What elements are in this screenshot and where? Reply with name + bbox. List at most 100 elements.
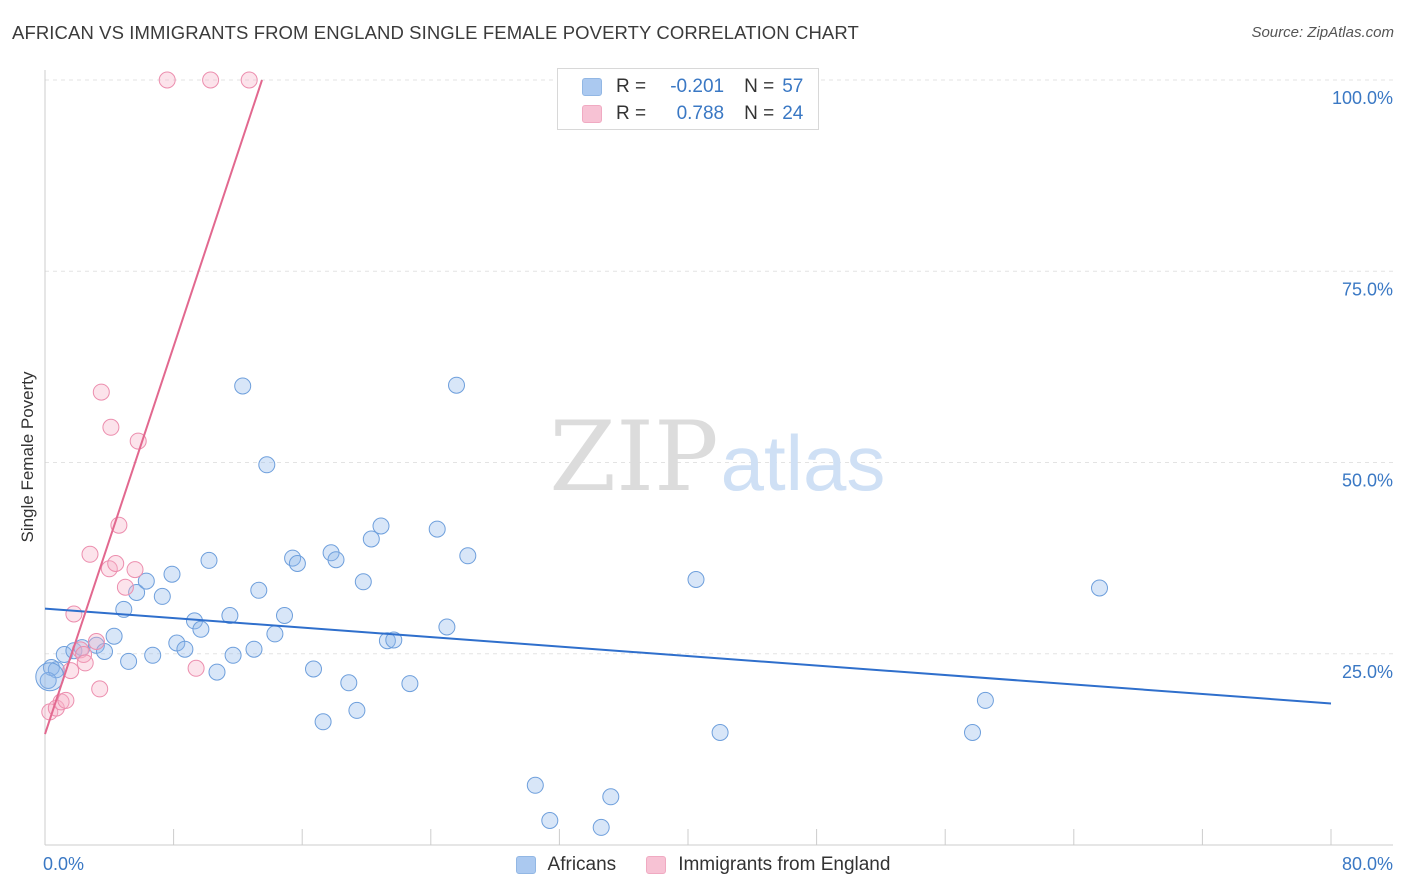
stats-legend-row-england: R = 0.788 N = 24 <box>582 102 803 126</box>
watermark-zip: ZIP <box>549 401 718 513</box>
data-point <box>305 660 322 678</box>
data-point <box>327 551 345 569</box>
source-label: Source: ZipAtlas.com <box>1251 24 1394 41</box>
data-point <box>240 71 258 89</box>
data-point <box>448 376 465 394</box>
r-label: R = <box>616 76 647 97</box>
data-point <box>137 572 155 590</box>
data-point <box>245 640 263 658</box>
data-point <box>76 654 94 672</box>
africans-n-value: 57 <box>782 76 804 97</box>
data-point <box>401 675 419 693</box>
watermark: ZIP atlas <box>549 401 885 513</box>
data-point <box>592 818 610 836</box>
data-point <box>288 555 306 572</box>
data-point <box>276 607 293 624</box>
data-point <box>1091 579 1108 597</box>
data-point <box>107 555 125 572</box>
stats-legend: R = -0.201 N = 57 R = 0.788 N = 24 <box>557 68 819 130</box>
england-legend-swatch <box>646 856 667 874</box>
data-point <box>208 663 226 681</box>
data-point <box>976 691 994 709</box>
data-point <box>258 456 276 474</box>
legend-label-england: Immigrants from England <box>678 854 891 875</box>
data-point <box>687 571 705 588</box>
data-point <box>158 71 176 89</box>
watermark-atlas: atlas <box>721 419 886 507</box>
england-r-value: 0.788 <box>676 103 725 124</box>
data-point <box>526 776 544 794</box>
data-point <box>385 631 403 649</box>
series-legend: Africans Immigrants from England <box>0 852 1406 878</box>
data-point <box>314 713 332 731</box>
africans-swatch <box>582 78 602 96</box>
series-africans-points <box>39 376 1108 836</box>
data-point <box>711 724 729 741</box>
data-point <box>266 625 284 643</box>
data-point <box>459 547 477 565</box>
data-point <box>116 578 134 596</box>
legend-item-africans[interactable]: Africans <box>515 854 617 876</box>
data-point <box>234 377 252 395</box>
data-point <box>81 545 99 563</box>
y-axis-label: Single Female Poverty <box>18 371 37 543</box>
data-point <box>102 418 120 436</box>
data-point <box>348 701 366 719</box>
data-point <box>602 788 620 806</box>
data-point <box>372 517 390 535</box>
trend-lines <box>44 79 1332 735</box>
legend-label-africans: Africans <box>547 854 617 875</box>
data-point <box>144 646 162 664</box>
x-tick-label: 0.0% <box>43 854 84 874</box>
data-point <box>91 680 109 698</box>
data-point <box>128 584 146 601</box>
data-point <box>362 530 380 548</box>
x-tick-label: 80.0% <box>1342 854 1393 874</box>
data-point <box>105 627 123 645</box>
trend-line-africans <box>44 607 1332 705</box>
data-point <box>176 640 194 658</box>
data-point <box>57 691 75 709</box>
data-point <box>129 432 147 450</box>
data-point <box>964 724 981 741</box>
data-point <box>92 383 110 401</box>
data-point <box>65 605 83 623</box>
data-point <box>438 618 456 636</box>
data-point <box>428 520 446 538</box>
africans-r-value: -0.201 <box>670 76 725 97</box>
chart-title: AFRICAN VS IMMIGRANTS FROM ENGLAND SINGL… <box>12 22 859 43</box>
data-point <box>75 646 93 663</box>
r-label: R = <box>616 103 647 124</box>
y-tick-label: 100.0% <box>1332 88 1393 108</box>
data-point <box>87 633 105 650</box>
data-point <box>187 659 205 677</box>
y-tick-label: 25.0% <box>1342 662 1393 682</box>
data-point <box>221 607 239 624</box>
data-point <box>192 620 210 638</box>
data-point <box>224 646 242 664</box>
legend-item-england[interactable]: Immigrants from England <box>646 854 890 876</box>
africans-legend-swatch <box>515 856 536 874</box>
data-point <box>126 561 144 579</box>
data-point <box>284 549 302 567</box>
axes <box>44 70 1393 846</box>
data-point-cluster <box>35 662 65 692</box>
data-point <box>202 71 220 89</box>
england-n-value: 24 <box>782 103 804 124</box>
y-tick-label: 50.0% <box>1342 471 1393 491</box>
data-point <box>541 812 559 829</box>
grid-lines <box>45 79 1393 655</box>
data-point <box>200 551 218 569</box>
series-england-points <box>41 71 258 721</box>
data-point <box>250 581 268 599</box>
data-point <box>120 652 138 670</box>
stats-legend-row-africans: R = -0.201 N = 57 <box>582 75 803 99</box>
n-label: N = <box>744 103 775 124</box>
tick-labels: 25.0% 50.0% 75.0% 100.0% 0.0% 80.0% <box>43 88 1393 874</box>
data-points <box>35 71 1108 836</box>
data-point <box>39 672 57 689</box>
data-point <box>354 573 372 591</box>
england-swatch <box>582 105 602 123</box>
data-point <box>163 565 181 583</box>
